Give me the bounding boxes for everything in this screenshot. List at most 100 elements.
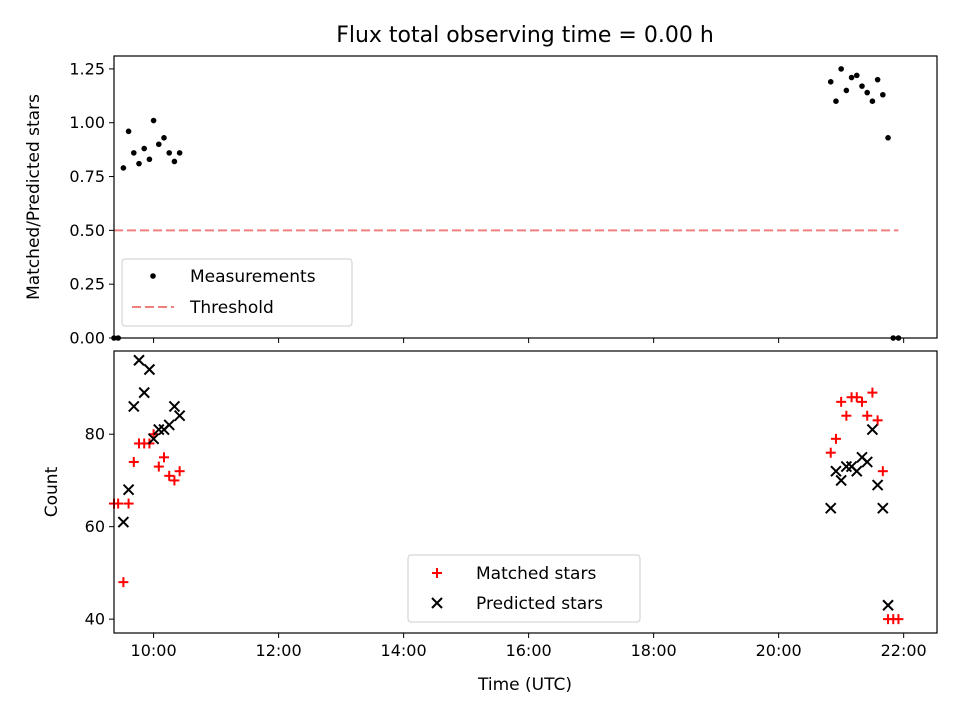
measurement-point bbox=[869, 98, 876, 105]
matched-star-point bbox=[123, 498, 134, 509]
matched-star-point bbox=[862, 410, 873, 421]
bottom-y-ticks: 40 60 80 bbox=[85, 425, 114, 629]
predicted-star-point bbox=[138, 386, 150, 399]
predicted-star-point bbox=[122, 483, 135, 496]
x-tick-label: 12:00 bbox=[256, 641, 302, 660]
legend-predicted-label: Predicted stars bbox=[476, 594, 603, 614]
measurement-point bbox=[874, 76, 881, 83]
predicted-star-point bbox=[133, 354, 145, 366]
measurement-point bbox=[141, 145, 148, 152]
measurement-point bbox=[843, 87, 850, 94]
y-tick-label: 0.25 bbox=[69, 275, 105, 294]
bottom-legend: Matched stars Predicted stars bbox=[407, 554, 641, 623]
measurement-point bbox=[136, 160, 142, 167]
matched-star-point bbox=[113, 498, 124, 509]
predicted-star-point bbox=[143, 363, 156, 376]
predicted-star-point bbox=[173, 410, 186, 422]
predicted-star-point bbox=[830, 465, 842, 477]
measurement-point bbox=[120, 165, 127, 171]
x-axis-label: Time (UTC) bbox=[477, 675, 572, 695]
top-legend: Measurements Threshold bbox=[121, 258, 353, 327]
measurement-point bbox=[171, 158, 178, 165]
top-legend-box bbox=[121, 258, 353, 327]
matched-star-point bbox=[153, 461, 164, 472]
predicted-star-point bbox=[861, 456, 873, 468]
x-tick-label: 22:00 bbox=[881, 641, 927, 660]
predicted-star-point bbox=[168, 400, 181, 413]
predicted-star-point bbox=[877, 502, 889, 514]
top-plot-marks bbox=[111, 66, 902, 341]
measurement-point bbox=[859, 83, 865, 89]
predicted-star-point bbox=[851, 465, 863, 477]
x-tick-label: 20:00 bbox=[756, 641, 802, 660]
measurement-point bbox=[125, 128, 132, 135]
measurement-point bbox=[155, 141, 162, 148]
matched-star-point bbox=[174, 466, 185, 477]
bottom-legend-box bbox=[407, 554, 641, 623]
x-tick-label: 14:00 bbox=[381, 641, 427, 660]
matched-star-point bbox=[856, 396, 867, 407]
predicted-star-point bbox=[163, 419, 175, 431]
measurement-point bbox=[864, 89, 871, 96]
measurement-point bbox=[130, 150, 137, 156]
legend-measurements-label: Measurements bbox=[190, 267, 316, 287]
y-tick-label: 40 bbox=[85, 610, 105, 629]
y-tick-label: 1.00 bbox=[69, 113, 105, 132]
measurement-point bbox=[853, 72, 860, 79]
legend-predicted-marker bbox=[431, 597, 443, 609]
matched-star-point bbox=[867, 387, 878, 398]
matched-star-point bbox=[169, 475, 180, 486]
x-tick-label: 16:00 bbox=[506, 641, 552, 660]
y-tick-label: 0.00 bbox=[69, 329, 105, 348]
measurement-point bbox=[833, 98, 839, 105]
measurement-point bbox=[166, 150, 173, 156]
top-panel: Flux total observing time = 0.00 h 0.000… bbox=[24, 23, 938, 348]
measurement-point bbox=[848, 74, 855, 81]
predicted-star-point bbox=[128, 400, 140, 413]
measurement-point bbox=[161, 135, 167, 141]
y-tick-label: 60 bbox=[85, 517, 105, 536]
predicted-star-point bbox=[840, 460, 853, 473]
x-tick-label: 10:00 bbox=[131, 641, 177, 660]
measurement-point bbox=[885, 135, 891, 141]
x-tick-label: 18:00 bbox=[631, 641, 677, 660]
legend-threshold-label: Threshold bbox=[189, 298, 274, 318]
predicted-star-point bbox=[835, 474, 847, 487]
measurement-point bbox=[880, 91, 886, 98]
chart-title: Flux total observing time = 0.00 h bbox=[336, 23, 714, 48]
bottom-x-ticks: 10:00 12:00 14:00 16:00 18:00 20:00 22:00 bbox=[131, 633, 927, 660]
matched-star-point bbox=[872, 415, 883, 426]
y-tick-label: 1.25 bbox=[69, 59, 105, 78]
predicted-star-point bbox=[825, 502, 837, 514]
predicted-star-point bbox=[153, 423, 165, 436]
matched-star-point bbox=[118, 577, 129, 588]
y-tick-label: 0.50 bbox=[69, 221, 105, 240]
measurement-point bbox=[146, 156, 153, 163]
matched-star-point bbox=[164, 470, 175, 481]
matched-star-point bbox=[841, 410, 852, 421]
bottom-y-axis-label: Count bbox=[42, 466, 62, 517]
top-axes-frame bbox=[113, 55, 938, 339]
matched-star-point bbox=[830, 433, 841, 444]
y-tick-label: 80 bbox=[85, 425, 105, 444]
legend-matched-marker bbox=[432, 568, 442, 578]
bottom-panel: 40 60 80 10:00 12:00 14:00 16:00 18:00 20:00 22:… bbox=[42, 350, 938, 695]
predicted-star-point bbox=[147, 433, 160, 445]
measurement-point bbox=[827, 79, 834, 85]
top-x-ticks bbox=[153, 338, 905, 343]
matched-star-point bbox=[877, 466, 888, 477]
predicted-star-point bbox=[866, 423, 879, 436]
y-tick-label: 0.75 bbox=[69, 167, 105, 186]
predicted-star-point bbox=[882, 599, 894, 611]
legend-matched-label: Matched stars bbox=[476, 564, 596, 584]
matched-star-point bbox=[893, 614, 904, 625]
predicted-star-point bbox=[871, 479, 884, 491]
top-y-ticks: 0.00 0.25 0.50 0.75 1.00 1.25 bbox=[69, 59, 114, 348]
matched-star-point bbox=[159, 452, 170, 463]
top-y-axis-label: Matched/Predicted stars bbox=[24, 94, 44, 300]
measurement-point bbox=[150, 117, 157, 124]
matched-star-point bbox=[836, 396, 847, 407]
measurement-point bbox=[176, 150, 183, 156]
bottom-plot-marks bbox=[109, 354, 904, 625]
